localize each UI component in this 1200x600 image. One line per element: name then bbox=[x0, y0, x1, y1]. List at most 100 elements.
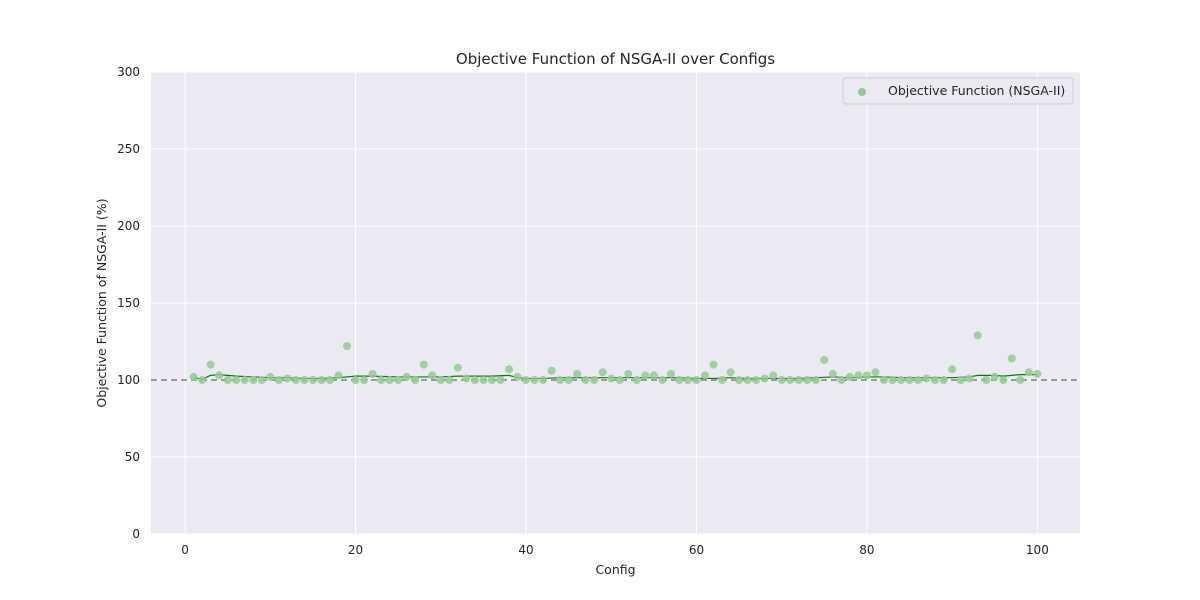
data-point bbox=[496, 376, 505, 384]
data-point bbox=[547, 366, 556, 375]
data-point bbox=[658, 376, 667, 384]
data-point bbox=[820, 355, 829, 364]
data-point bbox=[735, 376, 744, 384]
data-point bbox=[291, 376, 300, 384]
data-point bbox=[470, 376, 479, 384]
legend-box bbox=[842, 77, 1074, 105]
x-axis-ticks: 0 20 40 60 80 100 bbox=[181, 543, 1049, 557]
data-point bbox=[811, 376, 820, 384]
data-point bbox=[223, 376, 232, 384]
data-point bbox=[931, 376, 940, 384]
data-point bbox=[479, 376, 488, 384]
data-point bbox=[888, 376, 897, 384]
data-point bbox=[777, 376, 786, 384]
data-point bbox=[428, 371, 437, 380]
data-point bbox=[939, 376, 948, 384]
data-point bbox=[445, 376, 454, 384]
data-point bbox=[692, 376, 701, 384]
data-point bbox=[249, 376, 258, 384]
data-point bbox=[598, 368, 607, 377]
data-point bbox=[377, 376, 386, 384]
data-point bbox=[973, 331, 982, 340]
data-point bbox=[453, 363, 462, 372]
y-tick-label: 200 bbox=[117, 219, 140, 233]
data-point bbox=[556, 376, 565, 384]
data-point bbox=[590, 376, 599, 384]
data-point bbox=[487, 376, 496, 384]
data-point bbox=[854, 371, 863, 380]
data-point bbox=[760, 374, 769, 383]
chart-title: Objective Function of NSGA-II over Confi… bbox=[456, 50, 775, 68]
data-point bbox=[317, 376, 326, 384]
data-point bbox=[905, 376, 914, 384]
data-point bbox=[624, 369, 633, 378]
data-point bbox=[206, 360, 215, 369]
data-point bbox=[922, 374, 931, 383]
data-point bbox=[982, 376, 991, 384]
data-points bbox=[189, 331, 1042, 384]
data-point bbox=[990, 372, 999, 381]
data-point bbox=[198, 376, 207, 384]
legend-marker bbox=[858, 88, 866, 96]
data-point bbox=[897, 376, 906, 384]
data-point bbox=[845, 372, 854, 381]
data-point bbox=[948, 365, 957, 374]
data-point bbox=[343, 342, 352, 351]
data-point bbox=[1024, 368, 1033, 377]
data-point bbox=[879, 376, 888, 384]
data-point bbox=[462, 374, 471, 383]
data-point bbox=[649, 371, 658, 380]
data-point bbox=[189, 372, 198, 381]
data-point bbox=[402, 372, 411, 381]
data-point bbox=[862, 371, 871, 380]
data-point bbox=[513, 372, 522, 381]
x-tick-label: 40 bbox=[518, 543, 533, 557]
data-point bbox=[965, 374, 974, 383]
y-tick-label: 100 bbox=[117, 373, 140, 387]
data-point bbox=[522, 376, 531, 384]
data-point bbox=[700, 371, 709, 380]
x-tick-label: 100 bbox=[1026, 543, 1049, 557]
y-tick-label: 0 bbox=[132, 527, 140, 541]
data-point bbox=[334, 371, 343, 380]
y-tick-label: 300 bbox=[117, 65, 140, 79]
data-point bbox=[351, 376, 360, 384]
data-point bbox=[325, 376, 334, 384]
data-point bbox=[257, 376, 266, 384]
data-point bbox=[1007, 354, 1016, 363]
data-point bbox=[726, 368, 735, 377]
data-point bbox=[300, 376, 309, 384]
data-point bbox=[539, 376, 548, 384]
legend: Objective Function (NSGA-II) bbox=[842, 77, 1074, 105]
x-tick-label: 0 bbox=[181, 543, 189, 557]
data-point bbox=[709, 360, 718, 369]
data-point bbox=[240, 376, 249, 384]
data-point bbox=[436, 376, 445, 384]
x-tick-label: 20 bbox=[348, 543, 363, 557]
x-axis-label: Config bbox=[595, 562, 635, 577]
data-point bbox=[419, 360, 428, 369]
data-point bbox=[308, 376, 317, 384]
data-point bbox=[666, 369, 675, 378]
data-point bbox=[504, 365, 513, 374]
y-axis-ticks: 0 50 100 150 200 250 300 bbox=[117, 65, 140, 541]
data-point bbox=[641, 371, 650, 380]
data-point bbox=[786, 376, 795, 384]
data-point bbox=[615, 376, 624, 384]
data-point bbox=[675, 376, 684, 384]
data-point bbox=[632, 376, 641, 384]
y-tick-label: 150 bbox=[117, 296, 140, 310]
y-tick-label: 50 bbox=[125, 450, 140, 464]
data-point bbox=[411, 376, 420, 384]
data-point bbox=[718, 376, 727, 384]
data-point bbox=[573, 369, 582, 378]
x-tick-label: 80 bbox=[859, 543, 874, 557]
data-point bbox=[385, 376, 394, 384]
data-point bbox=[752, 376, 761, 384]
data-point bbox=[360, 376, 369, 384]
data-point bbox=[794, 376, 803, 384]
x-tick-label: 60 bbox=[689, 543, 704, 557]
data-point bbox=[564, 376, 573, 384]
y-tick-label: 250 bbox=[117, 142, 140, 156]
